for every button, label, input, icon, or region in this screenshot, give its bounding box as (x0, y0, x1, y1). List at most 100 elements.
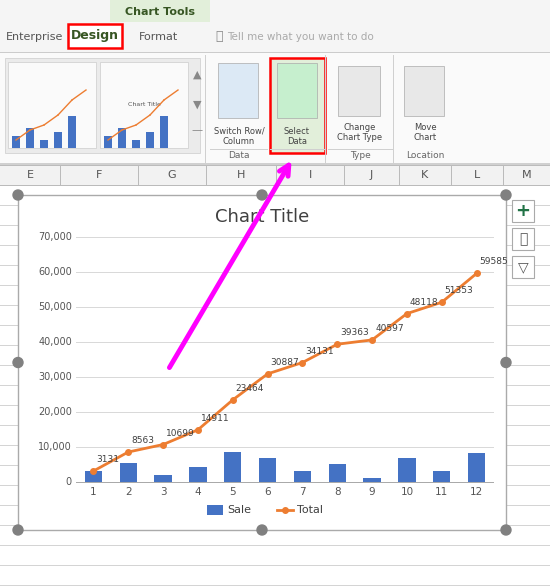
Bar (18, 195, 506, 530)
Text: Design: Design (71, 29, 119, 42)
Text: 8563: 8563 (131, 436, 154, 445)
FancyArrowPatch shape (169, 165, 289, 367)
Bar (218, 63, 258, 118)
Bar (146, 132, 154, 148)
Bar (76, 412, 494, 413)
Text: 6: 6 (264, 487, 271, 497)
Text: 8: 8 (334, 487, 340, 497)
Text: ▲: ▲ (192, 70, 201, 80)
Bar (0, 265, 550, 266)
Bar (76, 237, 494, 238)
Circle shape (257, 525, 267, 535)
Text: 30,000: 30,000 (39, 372, 72, 382)
Bar (259, 458, 276, 482)
Bar (76, 482, 494, 483)
Bar (294, 471, 311, 482)
Bar (0, 22, 550, 52)
Bar (328, 464, 346, 482)
Text: 70,000: 70,000 (38, 232, 72, 242)
Text: Change: Change (344, 123, 376, 133)
Text: Location: Location (406, 150, 444, 160)
Circle shape (501, 190, 511, 200)
Bar (0, 385, 550, 386)
Bar (398, 458, 416, 482)
Text: 20,000: 20,000 (38, 407, 72, 417)
Text: 🖌: 🖌 (519, 232, 527, 246)
Bar (512, 256, 534, 278)
Text: 2: 2 (125, 487, 131, 497)
Bar (0, 325, 550, 326)
Bar (451, 165, 452, 185)
Text: 4: 4 (195, 487, 201, 497)
Text: 7: 7 (299, 487, 306, 497)
Bar (0, 365, 550, 366)
Text: Enterprise: Enterprise (6, 32, 64, 42)
Text: 10,000: 10,000 (39, 442, 72, 452)
Bar (396, 58, 454, 153)
Bar (76, 482, 494, 483)
Bar (468, 453, 485, 482)
Bar (0, 405, 550, 406)
Bar (276, 165, 277, 185)
Text: 3131: 3131 (96, 455, 119, 464)
Bar (0, 505, 550, 506)
Bar (503, 165, 504, 185)
Bar (104, 136, 112, 148)
Bar (0, 585, 550, 586)
Text: 14911: 14911 (201, 414, 229, 423)
Text: 51353: 51353 (445, 286, 474, 295)
Bar (0, 165, 550, 185)
Text: K: K (421, 170, 428, 180)
Text: 40597: 40597 (375, 324, 404, 333)
Bar (205, 55, 206, 163)
Text: 39363: 39363 (340, 328, 369, 337)
Bar (138, 165, 139, 185)
Text: 10699: 10699 (166, 429, 195, 437)
Text: 1: 1 (90, 487, 97, 497)
Bar (189, 467, 207, 482)
Bar (12, 136, 20, 148)
Circle shape (501, 357, 511, 367)
Bar (364, 478, 381, 482)
Text: 50,000: 50,000 (38, 302, 72, 312)
Bar (0, 225, 550, 226)
Text: 10: 10 (400, 487, 414, 497)
Bar (270, 149, 325, 150)
Bar (0, 165, 550, 166)
Bar (0, 52, 550, 53)
Bar (512, 228, 534, 250)
Text: Type: Type (350, 150, 370, 160)
Text: E: E (26, 170, 34, 180)
Bar (110, 0, 210, 22)
Bar (85, 471, 102, 482)
Bar (160, 116, 168, 148)
Text: —: — (191, 125, 202, 135)
Text: 9: 9 (368, 487, 376, 497)
Bar (0, 545, 550, 546)
Bar (328, 58, 393, 153)
Bar (344, 165, 345, 185)
Text: Chart: Chart (414, 133, 437, 143)
Bar (76, 342, 494, 343)
Bar (8, 62, 96, 148)
Text: 🔍: 🔍 (215, 31, 223, 43)
Circle shape (257, 190, 267, 200)
Bar (0, 185, 550, 186)
Bar (100, 62, 188, 148)
Circle shape (13, 190, 23, 200)
Bar (224, 452, 241, 482)
Text: Chart Type: Chart Type (338, 133, 383, 143)
Text: 11: 11 (435, 487, 448, 497)
Text: 3: 3 (160, 487, 167, 497)
Bar (0, 285, 550, 286)
Bar (338, 66, 380, 116)
Bar (325, 55, 326, 163)
Bar (0, 245, 550, 246)
Bar (0, 185, 550, 186)
Text: Chart Title: Chart Title (215, 208, 309, 226)
Bar (210, 149, 268, 150)
Bar (0, 305, 550, 306)
Bar (207, 505, 223, 515)
Text: ▽: ▽ (518, 260, 529, 274)
Text: 30887: 30887 (271, 358, 299, 367)
